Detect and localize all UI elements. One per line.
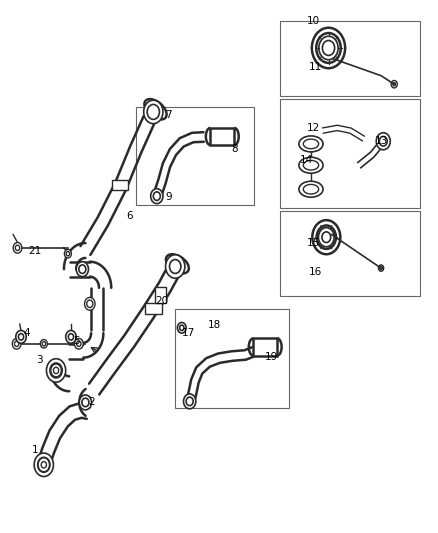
Circle shape [74, 338, 83, 349]
Circle shape [16, 330, 26, 343]
Bar [175, 309, 289, 408]
Circle shape [166, 255, 185, 278]
Circle shape [38, 458, 49, 472]
Bar [253, 338, 277, 356]
Bar [280, 99, 420, 208]
Bar [145, 303, 162, 314]
Text: 18: 18 [208, 320, 221, 330]
Ellipse shape [145, 99, 166, 119]
Circle shape [15, 245, 20, 251]
Circle shape [147, 104, 159, 119]
Circle shape [316, 33, 341, 63]
Circle shape [186, 397, 193, 406]
Circle shape [380, 266, 382, 270]
Text: 1: 1 [32, 446, 39, 455]
Text: 20: 20 [155, 296, 169, 306]
Circle shape [41, 462, 46, 468]
Bar [136, 107, 254, 205]
Circle shape [85, 297, 95, 310]
Circle shape [177, 322, 186, 333]
Circle shape [38, 457, 50, 472]
Circle shape [170, 260, 181, 273]
Circle shape [68, 334, 74, 340]
Text: 17: 17 [182, 328, 195, 338]
Circle shape [51, 364, 61, 377]
Text: 10: 10 [307, 17, 320, 26]
Text: 8: 8 [231, 144, 238, 154]
Circle shape [14, 341, 19, 346]
Circle shape [50, 363, 62, 378]
Bar [112, 180, 128, 190]
Text: 6: 6 [126, 211, 133, 221]
Ellipse shape [299, 136, 323, 152]
Circle shape [34, 453, 53, 477]
Circle shape [46, 359, 66, 382]
Circle shape [144, 100, 163, 124]
Circle shape [53, 367, 59, 374]
Text: 3: 3 [36, 355, 43, 365]
Text: 16: 16 [309, 267, 322, 277]
Circle shape [79, 265, 86, 273]
Text: 19: 19 [265, 352, 278, 362]
Ellipse shape [299, 157, 323, 173]
Circle shape [317, 225, 336, 249]
Circle shape [64, 249, 71, 258]
Text: 21: 21 [28, 246, 42, 255]
Text: 9: 9 [165, 192, 172, 202]
Circle shape [322, 232, 331, 243]
Text: 13: 13 [374, 136, 388, 146]
Circle shape [66, 330, 76, 343]
Ellipse shape [299, 181, 323, 197]
Circle shape [322, 41, 335, 55]
Circle shape [376, 133, 390, 150]
Circle shape [391, 80, 397, 88]
Ellipse shape [166, 254, 189, 273]
Circle shape [184, 394, 196, 409]
Circle shape [312, 28, 345, 68]
Circle shape [42, 342, 46, 346]
Bar [155, 287, 166, 303]
Bar [280, 211, 420, 296]
Circle shape [18, 334, 24, 340]
Bar [210, 128, 234, 145]
Circle shape [151, 189, 163, 204]
Circle shape [312, 220, 340, 254]
Circle shape [319, 36, 338, 60]
Ellipse shape [303, 139, 318, 149]
Text: 5: 5 [73, 336, 80, 346]
Circle shape [393, 83, 396, 86]
Circle shape [77, 341, 81, 346]
Text: 12: 12 [307, 123, 320, 133]
Circle shape [379, 136, 387, 146]
Ellipse shape [303, 184, 318, 194]
Circle shape [12, 338, 21, 349]
Circle shape [40, 340, 47, 348]
Text: 2: 2 [88, 398, 95, 407]
Circle shape [180, 325, 184, 330]
Text: 4: 4 [23, 328, 30, 338]
Circle shape [79, 395, 92, 410]
Text: 15: 15 [307, 238, 320, 247]
Text: 11: 11 [309, 62, 322, 71]
Circle shape [378, 265, 384, 271]
Circle shape [87, 300, 93, 308]
Bar [280, 21, 420, 96]
Circle shape [318, 228, 334, 247]
Text: 14: 14 [300, 155, 313, 165]
Ellipse shape [303, 160, 318, 170]
Text: 7: 7 [165, 110, 172, 119]
Circle shape [82, 398, 89, 407]
Circle shape [76, 262, 88, 277]
Circle shape [66, 252, 70, 256]
Circle shape [153, 192, 160, 200]
Circle shape [13, 243, 22, 253]
